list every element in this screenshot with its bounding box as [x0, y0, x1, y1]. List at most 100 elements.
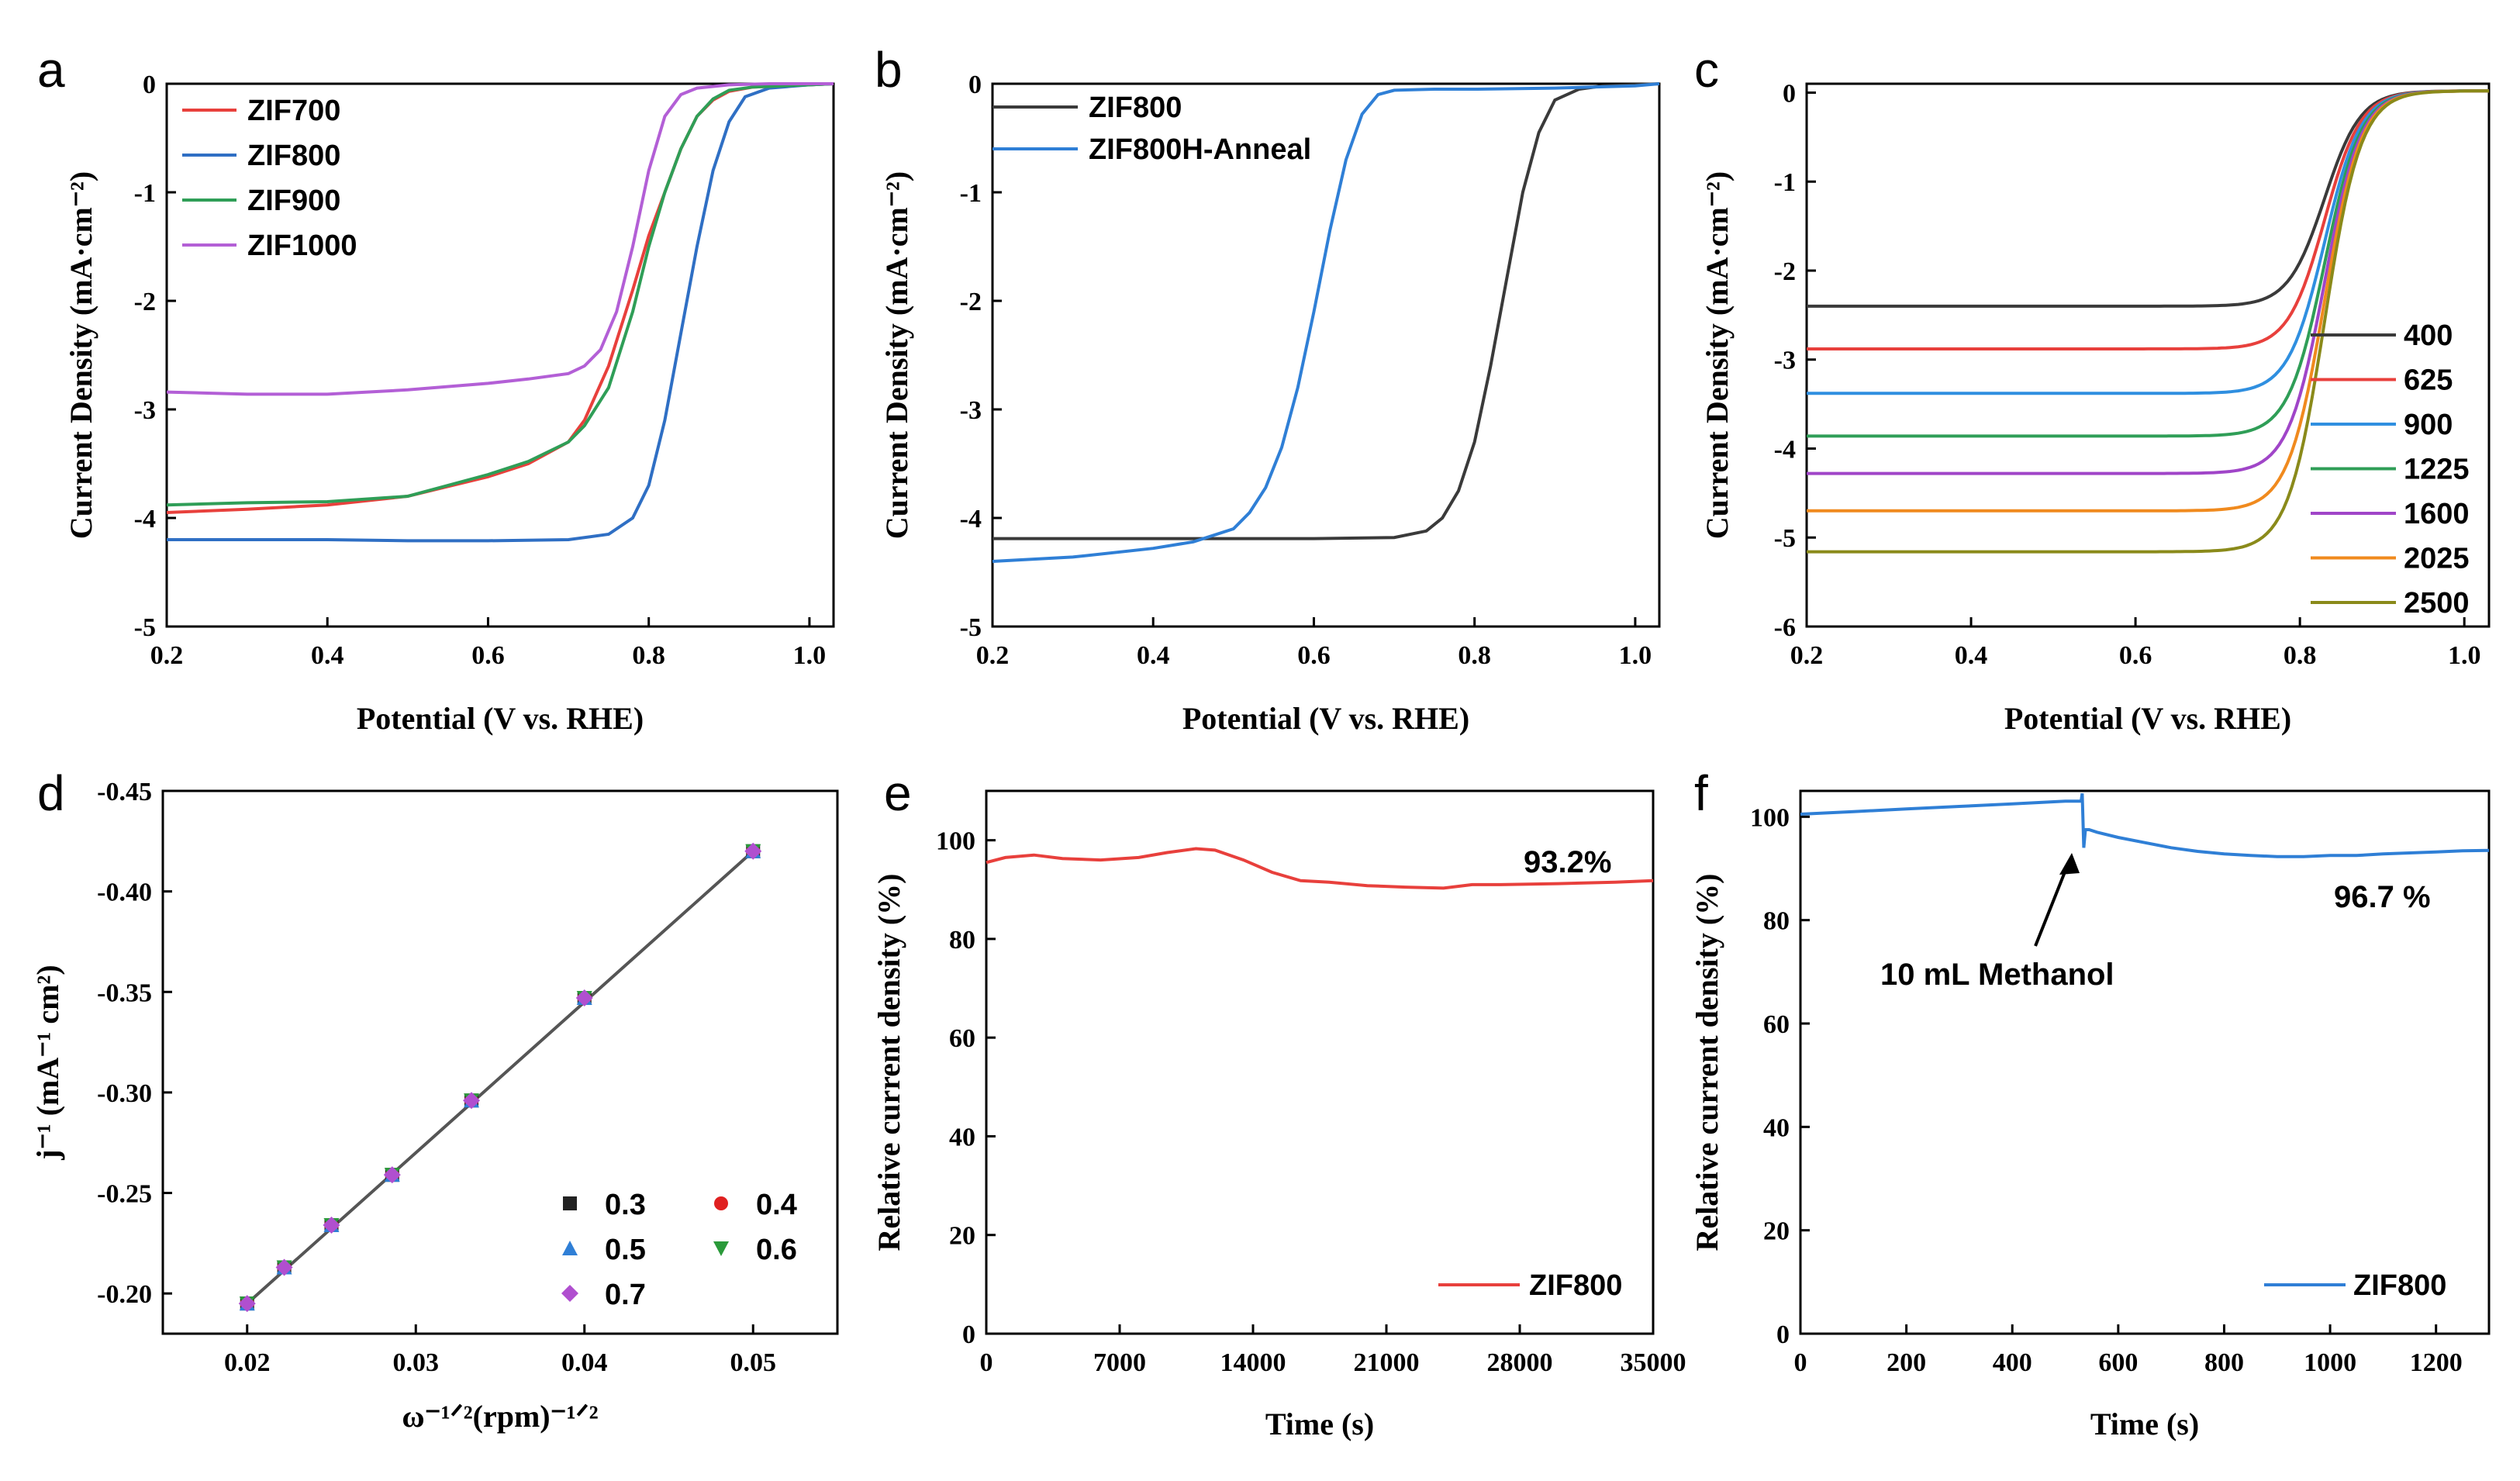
legend-label-900: 900 — [2404, 409, 2453, 441]
y-tick-label: -1 — [1774, 168, 1796, 197]
panel-f: f 0 200 400 600 800 1000 1200 0 20 40 60 80 100 Time… — [1690, 765, 2491, 1441]
panel-d-legend: 0.3 0.4 0.5 0.6 0.7 — [561, 1189, 797, 1311]
panel-f-ticks: 0 200 400 600 800 1000 1200 0 20 40 60 80 100 — [1750, 803, 2463, 1377]
panel-f-frame — [1799, 789, 2491, 1335]
data-point-0.7 — [383, 1166, 401, 1184]
legend-label-2500: 2500 — [2404, 587, 2470, 620]
x-tick-label: 0 — [1794, 1348, 1807, 1377]
x-tick-label: 1.0 — [1619, 641, 1652, 670]
panel-d-letter: d — [37, 765, 65, 821]
x-tick-label: 0.05 — [730, 1348, 777, 1377]
panel-d-plot-area — [238, 842, 762, 1313]
x-tick-label: 0.8 — [632, 641, 665, 670]
panel-f-plot-area — [1800, 793, 2490, 858]
y-tick-label: 20 — [949, 1222, 975, 1251]
legend-label-ZIF800: ZIF800 — [1529, 1269, 1622, 1302]
panel-c-plot-area — [1807, 89, 2490, 554]
series-line-ZIF800 — [1800, 793, 2490, 858]
legend-label-0.4: 0.4 — [756, 1189, 797, 1221]
panel-e-letter: e — [884, 765, 912, 821]
legend-label-ZIF700: ZIF700 — [247, 95, 340, 127]
series-line-ZIF1000 — [166, 82, 834, 396]
y-tick-label: 60 — [949, 1024, 975, 1053]
legend-label-2025: 2025 — [2404, 543, 2470, 575]
y-tick-label: 0 — [962, 1320, 975, 1349]
y-tick-label: -5 — [1774, 524, 1796, 553]
legend-marker-0.3 — [563, 1196, 577, 1210]
x-tick-label: 21000 — [1354, 1348, 1420, 1377]
legend-label-0.6: 0.6 — [756, 1234, 797, 1266]
y-tick-label: 100 — [936, 827, 975, 856]
panel-e-ylabel: Relative current density (%) — [872, 874, 906, 1251]
panel-f-methanol-label: 10 mL Methanol — [1880, 958, 2114, 992]
y-tick-label: -4 — [960, 505, 982, 533]
panel-e-legend: ZIF800 — [1438, 1269, 1622, 1302]
series-line-625 — [1807, 89, 2489, 350]
panel-a-xlabel: Potential (V vs. RHE) — [357, 701, 644, 736]
x-tick-label: 0.04 — [561, 1348, 608, 1377]
legend-marker-0.5 — [562, 1241, 578, 1255]
series-line-2025 — [1807, 89, 2490, 513]
x-tick-label: 1.0 — [2448, 641, 2481, 670]
y-tick-label: 80 — [949, 926, 975, 955]
panel-c-frame — [1805, 82, 2491, 628]
legend-label-ZIF800: ZIF800 — [247, 140, 340, 172]
panel-e-ticks: 0 7000 14000 21000 28000 35000 0 20 40 60 80 100 — [936, 827, 1686, 1377]
panel-a-plot-area — [166, 82, 834, 543]
y-tick-label: -6 — [1774, 613, 1796, 642]
y-tick-label: -0.35 — [97, 979, 152, 1007]
series-line-900 — [1807, 89, 2489, 395]
x-tick-label: 0.6 — [471, 641, 505, 670]
panel-a-letter: a — [37, 42, 65, 98]
legend-label-0.7: 0.7 — [605, 1279, 646, 1311]
legend-label-400: 400 — [2404, 319, 2453, 352]
arrow-shaft — [2034, 861, 2070, 947]
series-line-2500 — [1807, 89, 2490, 554]
x-tick-label: 0.02 — [224, 1348, 271, 1377]
fit-line — [246, 850, 754, 1305]
y-tick-label: 0 — [143, 71, 156, 99]
panel-f-ylabel: Relative current density (%) — [1690, 874, 1724, 1251]
legend-label-0.5: 0.5 — [605, 1234, 646, 1266]
legend-label-0.3: 0.3 — [605, 1189, 646, 1221]
x-tick-label: 0 — [980, 1348, 993, 1377]
panel-f-retention-annotation: 96.7 % — [2334, 880, 2431, 914]
x-tick-label: 200 — [1887, 1348, 1926, 1377]
panel-a-legend: ZIF700 ZIF800 ZIF900 ZIF1000 — [182, 95, 357, 262]
y-tick-label: -5 — [134, 613, 156, 642]
data-point-0.7 — [744, 842, 762, 860]
panel-e-retention-annotation: 93.2% — [1524, 845, 1611, 879]
legend-label-ZIF900: ZIF900 — [247, 185, 340, 217]
panel-e-plot-area — [986, 847, 1654, 890]
y-tick-label: -2 — [960, 288, 982, 316]
series-line-ZIF800H-Anneal — [992, 82, 1660, 563]
series-line-400 — [1807, 89, 2489, 308]
y-tick-label: 0 — [1776, 1320, 1790, 1349]
y-tick-label: 0 — [968, 71, 982, 99]
panel-b-xlabel: Potential (V vs. RHE) — [1182, 701, 1469, 736]
data-point-0.7 — [275, 1258, 293, 1276]
series-line-ZIF800 — [986, 847, 1654, 890]
x-tick-label: 400 — [1993, 1348, 2032, 1377]
y-tick-label: -4 — [134, 505, 156, 533]
panel-e-frame — [985, 789, 1655, 1335]
x-tick-label: 1200 — [2410, 1348, 2463, 1377]
y-tick-label: -1 — [960, 179, 982, 208]
y-tick-label: 100 — [1750, 803, 1790, 832]
y-tick-label: -2 — [134, 288, 156, 316]
y-tick-label: 20 — [1763, 1217, 1790, 1246]
panel-a-ylabel: Current Density (mA·cm⁻²) — [64, 171, 98, 540]
y-tick-label: -1 — [134, 179, 156, 208]
series-line-ZIF900 — [166, 82, 834, 507]
x-tick-label: 0.8 — [2284, 641, 2317, 670]
legend-label-ZIF800H-Anneal: ZIF800H-Anneal — [1089, 133, 1311, 166]
x-tick-label: 0.8 — [1458, 641, 1491, 670]
panel-c-legend: 400 625 900 1225 1600 2025 2500 — [2311, 319, 2470, 620]
y-tick-label: -0.45 — [97, 778, 152, 806]
series-line-ZIF800 — [992, 82, 1660, 540]
x-tick-label: 600 — [2098, 1348, 2138, 1377]
panel-c: c 0.2 0.4 0.6 0.8 1.0 0 -1 -2 -3 -4 -5 -6 Potential… — [1694, 42, 2491, 736]
panel-d-ylabel: j⁻¹ (mA⁻¹ cm²) — [30, 965, 65, 1160]
panel-c-ticks: 0.2 0.4 0.6 0.8 1.0 0 -1 -2 -3 -4 -5 -6 — [1774, 79, 2481, 670]
panel-f-legend: ZIF800 — [2264, 1269, 2446, 1302]
